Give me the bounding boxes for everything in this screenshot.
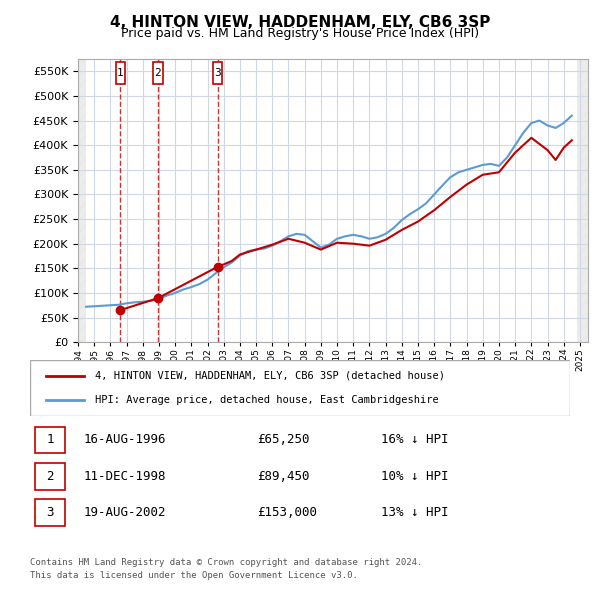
Text: £65,250: £65,250 xyxy=(257,434,310,447)
FancyBboxPatch shape xyxy=(213,62,223,84)
Text: 11-DEC-1998: 11-DEC-1998 xyxy=(84,470,167,483)
Text: £89,450: £89,450 xyxy=(257,470,310,483)
Text: 2: 2 xyxy=(155,68,161,78)
Text: 3: 3 xyxy=(47,506,54,519)
FancyBboxPatch shape xyxy=(35,427,65,453)
Text: HPI: Average price, detached house, East Cambridgeshire: HPI: Average price, detached house, East… xyxy=(95,395,439,405)
Text: 4, HINTON VIEW, HADDENHAM, ELY, CB6 3SP (detached house): 4, HINTON VIEW, HADDENHAM, ELY, CB6 3SP … xyxy=(95,371,445,381)
Text: 4, HINTON VIEW, HADDENHAM, ELY, CB6 3SP: 4, HINTON VIEW, HADDENHAM, ELY, CB6 3SP xyxy=(110,15,490,30)
Text: 3: 3 xyxy=(214,68,221,78)
Text: 1: 1 xyxy=(117,68,124,78)
Text: 13% ↓ HPI: 13% ↓ HPI xyxy=(381,506,449,519)
Text: 16% ↓ HPI: 16% ↓ HPI xyxy=(381,434,449,447)
Text: 19-AUG-2002: 19-AUG-2002 xyxy=(84,506,167,519)
FancyBboxPatch shape xyxy=(30,360,570,416)
Text: This data is licensed under the Open Government Licence v3.0.: This data is licensed under the Open Gov… xyxy=(30,571,358,580)
Text: Price paid vs. HM Land Registry's House Price Index (HPI): Price paid vs. HM Land Registry's House … xyxy=(121,27,479,40)
Text: £153,000: £153,000 xyxy=(257,506,317,519)
Bar xyxy=(78,59,86,342)
FancyBboxPatch shape xyxy=(153,62,163,84)
FancyBboxPatch shape xyxy=(35,499,65,526)
FancyBboxPatch shape xyxy=(116,62,125,84)
Text: 16-AUG-1996: 16-AUG-1996 xyxy=(84,434,167,447)
Text: Contains HM Land Registry data © Crown copyright and database right 2024.: Contains HM Land Registry data © Crown c… xyxy=(30,558,422,566)
Text: 1: 1 xyxy=(47,434,54,447)
FancyBboxPatch shape xyxy=(35,463,65,490)
Bar xyxy=(577,59,588,342)
Text: 10% ↓ HPI: 10% ↓ HPI xyxy=(381,470,449,483)
Text: 2: 2 xyxy=(47,470,54,483)
